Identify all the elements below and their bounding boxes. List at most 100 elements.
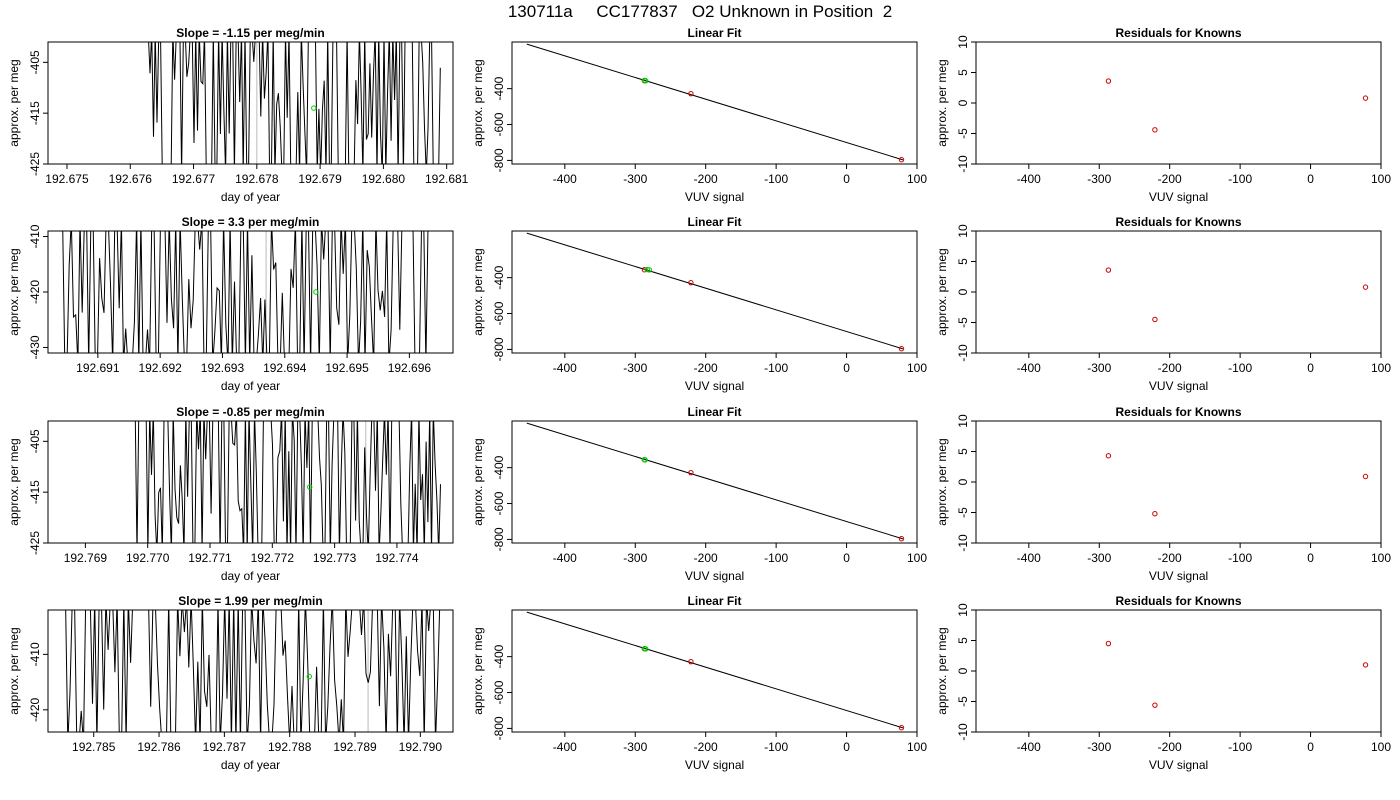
- x-tick-label: 0: [843, 172, 850, 186]
- y-tick-label: 5: [956, 637, 970, 644]
- data-layer: [526, 43, 905, 163]
- unknown-point: [642, 457, 648, 463]
- known-point: [1152, 316, 1158, 323]
- panel-title: Residuals for Knowns: [1115, 26, 1241, 40]
- x-tick-label: 192.678: [235, 172, 279, 186]
- known-point: [1105, 640, 1112, 647]
- y-axis-label: approx. per meg: [7, 248, 21, 335]
- y-tick-label: -10: [956, 344, 970, 362]
- x-tick-label: 192.787: [203, 740, 247, 754]
- y-tick-label: -5: [956, 128, 970, 139]
- known-point: [688, 469, 694, 476]
- unknown-point: [643, 646, 649, 652]
- y-tick-label: 5: [956, 448, 970, 455]
- measurement-trace: [62, 231, 429, 353]
- known-point: [1152, 702, 1158, 708]
- x-tick-label: -300: [1087, 740, 1111, 754]
- y-tick-label: 0: [956, 99, 970, 106]
- x-tick-label: -400: [1017, 740, 1041, 754]
- panel-title: Slope = 1.99 per meg/min: [178, 594, 322, 608]
- x-tick-label: -100: [764, 551, 788, 565]
- panel-r1c1: Slope = -1.15 per meg/min 192.675 192.676 1…: [7, 26, 469, 204]
- x-tick-label: 0: [843, 740, 850, 754]
- data-layer: [1105, 640, 1369, 708]
- x-tick-label: -200: [1158, 551, 1182, 565]
- x-tick-label: 0: [1307, 361, 1314, 375]
- panel-title: Residuals for Knowns: [1115, 405, 1241, 419]
- data-layer: [65, 610, 441, 732]
- known-point: [1105, 453, 1112, 459]
- x-tick-label: 192.691: [76, 361, 120, 375]
- y-tick-label: 0: [956, 478, 970, 485]
- y-axis-label: approx. per meg: [471, 248, 485, 335]
- x-tick-label: 192.773: [313, 551, 357, 565]
- known-point: [688, 279, 694, 286]
- panel-r1c3: Residuals for Knowns-400 -300 -200 -100 0 100…: [935, 26, 1391, 204]
- y-tick-label: -10: [956, 723, 970, 741]
- panel-title: Linear Fit: [687, 405, 741, 419]
- x-axis-label: day of year: [221, 569, 280, 583]
- y-tick-label: -10: [956, 155, 970, 173]
- x-axis-label: VUV signal: [685, 379, 744, 393]
- panel-title: Linear Fit: [687, 215, 741, 229]
- x-tick-label: 192.694: [263, 361, 307, 375]
- y-axis-label: approx. per meg: [7, 627, 21, 714]
- known-point: [1362, 284, 1369, 290]
- y-tick-label: -425: [28, 531, 42, 555]
- x-tick-label: 192.677: [172, 172, 216, 186]
- y-tick-label: -410: [28, 224, 42, 248]
- x-tick-label: 0: [1307, 740, 1314, 754]
- measurement-trace: [65, 610, 441, 732]
- y-tick-label: -405: [28, 429, 42, 453]
- data-layer: [526, 611, 905, 731]
- y-axis-label: approx. per meg: [935, 248, 949, 335]
- measurement-trace: [148, 42, 441, 164]
- x-tick-label: -100: [1228, 172, 1252, 186]
- plot-frame: [47, 420, 454, 544]
- y-tick-label: -430: [28, 335, 42, 359]
- y-tick-label: 0: [956, 288, 970, 295]
- x-tick-label: -100: [1228, 551, 1252, 565]
- plot-frame: [47, 41, 454, 165]
- y-tick-label: -405: [28, 50, 42, 74]
- x-tick-label: 100: [907, 740, 927, 754]
- x-axis-label: day of year: [221, 190, 280, 204]
- y-tick-label: -5: [956, 696, 970, 707]
- known-point: [688, 658, 694, 665]
- known-point: [688, 90, 694, 97]
- panel-title: Linear Fit: [687, 594, 741, 608]
- x-tick-label: -200: [694, 172, 718, 186]
- x-tick-label: 192.695: [325, 361, 369, 375]
- x-tick-label: 100: [907, 551, 927, 565]
- x-tick-label: 192.692: [138, 361, 182, 375]
- plot-frame: [47, 609, 454, 733]
- known-point: [1152, 511, 1158, 517]
- measurement-trace: [134, 421, 441, 543]
- y-tick-label: 0: [956, 667, 970, 674]
- plot-frame: [975, 230, 1382, 354]
- panel-r3c1: Slope = -0.85 per meg/min 192.769 192.770 1…: [7, 405, 454, 583]
- unknown-mean-point: [306, 673, 312, 680]
- panel-r4c3: Residuals for Knowns-400 -300 -200 -100 0 100…: [935, 594, 1391, 772]
- x-tick-label: -200: [694, 740, 718, 754]
- known-point: [1105, 78, 1112, 84]
- fit-line: [526, 43, 904, 161]
- y-tick-label: -600: [492, 301, 506, 325]
- panel-title: Residuals for Knowns: [1115, 215, 1241, 229]
- x-tick-label: 192.770: [126, 551, 170, 565]
- x-tick-label: 100: [1371, 172, 1391, 186]
- x-tick-label: 100: [1371, 740, 1391, 754]
- known-point: [1362, 662, 1369, 668]
- x-tick-label: -300: [623, 172, 647, 186]
- x-tick-label: -400: [1017, 361, 1041, 375]
- x-tick-label: 0: [843, 551, 850, 565]
- x-tick-label: -200: [1158, 172, 1182, 186]
- y-tick-label: -800: [492, 337, 506, 361]
- x-tick-label: -300: [623, 361, 647, 375]
- plot-frame: [511, 230, 918, 354]
- x-tick-label: -400: [553, 551, 577, 565]
- x-axis-label: VUV signal: [1149, 758, 1208, 772]
- x-tick-label: -200: [694, 361, 718, 375]
- x-tick-label: 192.769: [64, 551, 108, 565]
- known-point: [898, 345, 905, 352]
